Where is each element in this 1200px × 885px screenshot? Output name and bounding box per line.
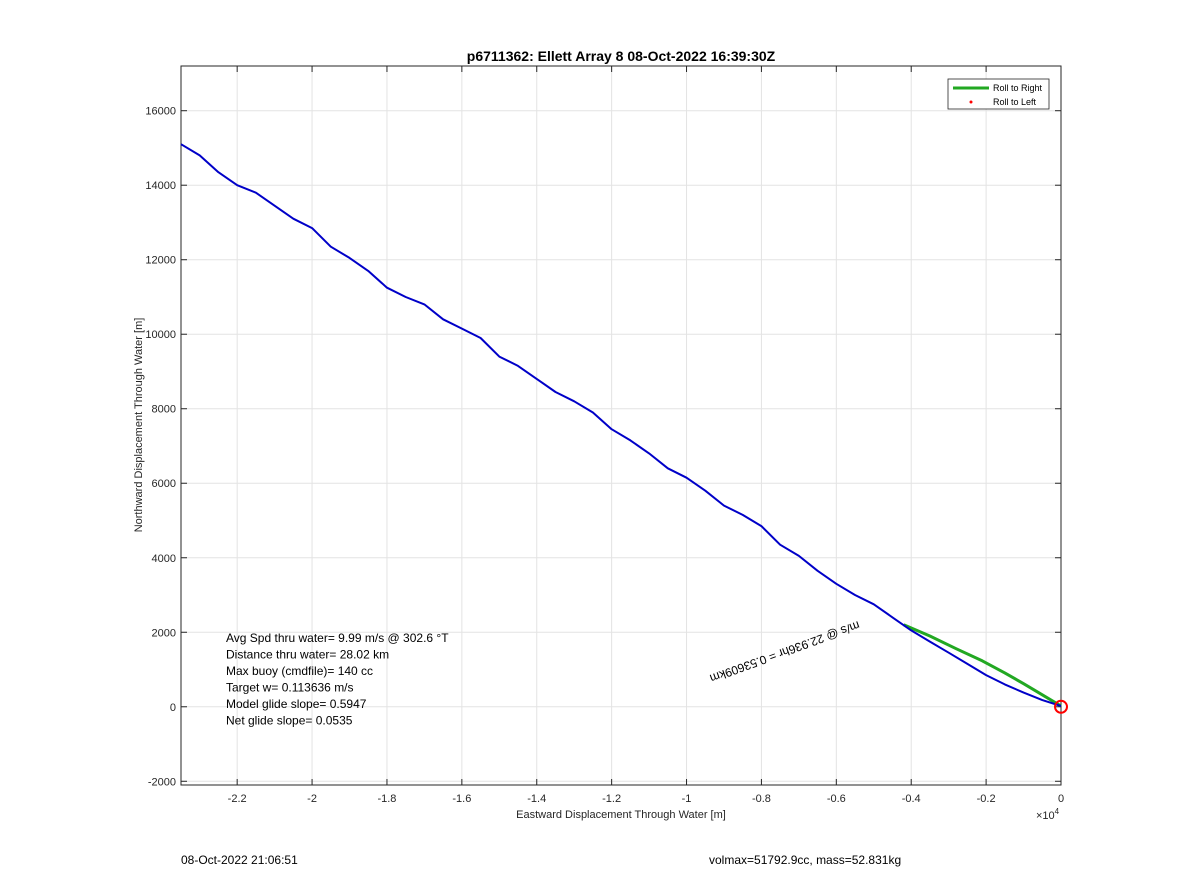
x-axis-multiplier: ×104 [1036,807,1060,822]
y-tick-label: 14000 [145,180,176,192]
stats-line: Net glide slope= 0.0535 [226,714,353,728]
y-tick-label: -2000 [148,776,176,788]
x-axis-multiplier-base: ×10 [1036,810,1055,822]
legend-label: Roll to Left [993,97,1037,107]
x-tick-label: -1.6 [452,793,471,805]
series-layer [180,143,1062,708]
x-tick-label: -1 [682,793,692,805]
series-track-line [180,143,1062,707]
y-tick-label: 10000 [145,329,176,341]
y-tick-label: 0 [170,702,176,714]
rotated-annotation: m/s @ 22.936hr = 0.53609km [708,618,862,685]
x-tick-label: -0.8 [752,793,771,805]
stats-annotation: Avg Spd thru water= 9.99 m/s @ 302.6 °T D… [226,631,449,728]
end-marker-circle [1054,699,1068,714]
x-tick-label: -1.4 [527,793,546,805]
footer-timestamp: 08-Oct-2022 21:06:51 [181,853,298,867]
axis-ticks: -2.2 -2 -1.8 -1.6 -1.4 -1.2 -1 -0.8 -0.6 -0.4 -0.2… [145,66,1064,805]
x-tick-label: -0.6 [827,793,846,805]
x-tick-label: -0.4 [902,793,921,805]
x-tick-label: 0 [1058,793,1064,805]
y-tick-label: 6000 [152,478,176,490]
y-tick-label: 4000 [152,553,176,565]
y-tick-label: 12000 [145,255,176,267]
chart-title: p6711362: Ellett Array 8 08-Oct-2022 16:… [467,48,776,64]
legend-swatch-dot [969,100,973,104]
y-tick-label: 2000 [152,627,176,639]
series-roll-to-right-line [903,623,1062,708]
y-tick-label: 8000 [152,404,176,416]
stats-line: Distance thru water= 28.02 km [226,648,389,662]
x-tick-label: -2 [307,793,317,805]
x-tick-label: -2.2 [228,793,247,805]
y-tick-label: 16000 [145,106,176,118]
legend: Roll to Right Roll to Left [947,78,1050,110]
stats-line: Max buoy (cmdfile)= 140 cc [226,664,373,678]
x-axis-exponent: 4 [1055,807,1060,816]
stats-line: Model glide slope= 0.5947 [226,697,367,711]
y-axis-label: Northward Displacement Through Water [m] [133,318,145,533]
x-axis-label: Eastward Displacement Through Water [m] [516,809,726,821]
markers-layer [1054,699,1068,714]
stats-line: Avg Spd thru water= 9.99 m/s @ 302.6 °T [226,631,449,645]
legend-box [947,78,1050,110]
x-tick-label: -1.8 [377,793,396,805]
footer-volmax-mass: volmax=51792.9cc, mass=52.831kg [709,853,902,867]
x-tick-label: -0.2 [977,793,996,805]
stats-line: Target w= 0.113636 m/s [226,681,354,695]
x-tick-label: -1.2 [602,793,621,805]
legend-label: Roll to Right [993,83,1043,93]
plot-frame [180,65,1062,786]
